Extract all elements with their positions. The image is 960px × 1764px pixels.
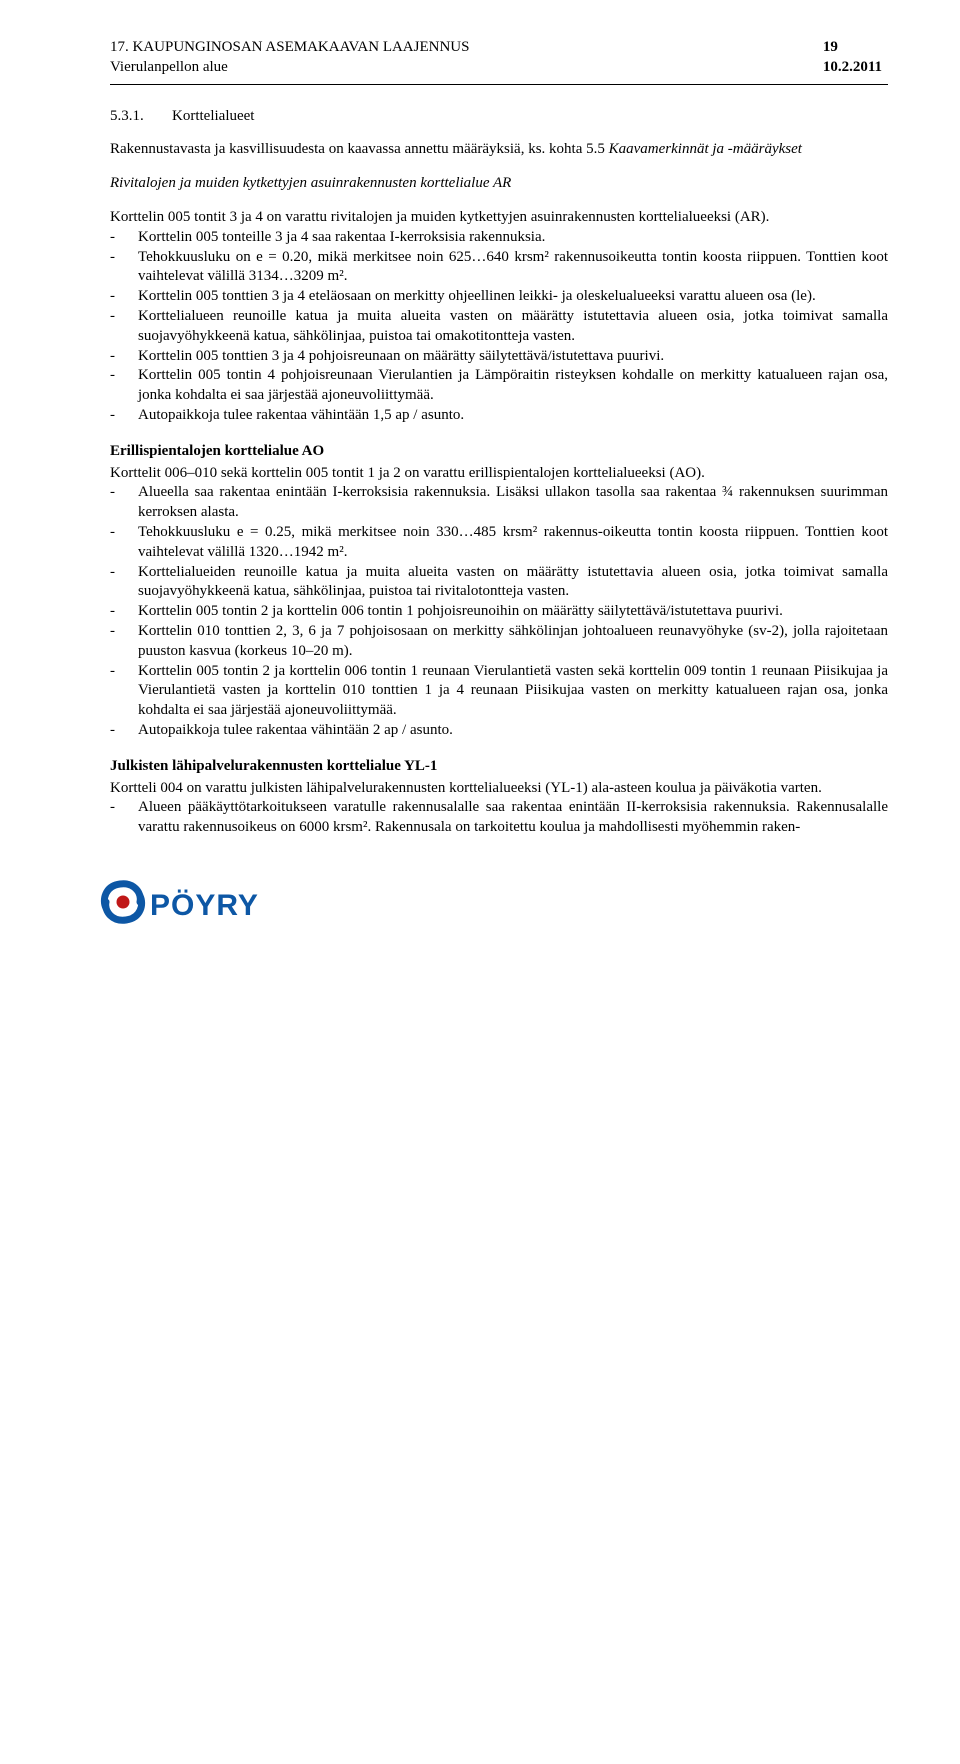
dash-icon: - [110,602,138,622]
dash-icon: - [110,798,138,838]
list-item: -Korttelin 005 tontin 4 pohjoisreunaan V… [110,366,888,406]
list-item: -Autopaikkoja tulee rakentaa vähintään 2… [110,721,888,741]
dash-icon: - [110,228,138,248]
list-item-text: Tehokkuusluku on e = 0.20, mikä merkitse… [138,248,888,288]
page-number: 19 [823,38,882,58]
header-subtitle: Vierulanpellon alue [110,58,469,78]
document-page: 17. KAUPUNGINOSAN ASEMAKAAVAN LAAJENNUS … [0,0,960,966]
ar-bullet-list: -Korttelin 005 tonteille 3 ja 4 saa rake… [110,228,888,426]
yl-bullet-list: -Alueen pääkäyttötarkoitukseen varatulle… [110,798,888,838]
ar-block: Korttelin 005 tontit 3 ja 4 on varattu r… [110,208,888,426]
dash-icon: - [110,307,138,347]
dash-icon: - [110,287,138,307]
list-item-text: Autopaikkoja tulee rakentaa vähintään 2 … [138,721,888,741]
dash-icon: - [110,248,138,288]
list-item-text: Autopaikkoja tulee rakentaa vähintään 1,… [138,406,888,426]
header-title: 17. KAUPUNGINOSAN ASEMAKAAVAN LAAJENNUS [110,38,469,58]
dash-icon: - [110,406,138,426]
list-item-text: Korttelin 005 tontin 2 ja korttelin 006 … [138,602,888,622]
list-item-text: Alueen pääkäyttötarkoitukseen varatulle … [138,798,888,838]
list-item-text: Korttelialueen reunoille katua ja muita … [138,307,888,347]
dash-icon: - [110,483,138,523]
poyry-logo: PÖYRY [100,878,888,926]
yl-intro: Kortteli 004 on varattu julkisten lähipa… [110,779,888,799]
list-item: -Alueella saa rakentaa enintään I-kerrok… [110,483,888,523]
list-item: -Tehokkuusluku e = 0.25, mikä merkitsee … [110,523,888,563]
list-item-text: Korttelin 005 tonteille 3 ja 4 saa raken… [138,228,888,248]
header-divider [110,84,888,85]
dash-icon: - [110,622,138,662]
list-item: -Korttelin 010 tonttien 2, 3, 6 ja 7 poh… [110,622,888,662]
list-item-text: Korttelin 005 tontin 2 ja korttelin 006 … [138,662,888,721]
section-heading: 5.3.1. Korttelialueet [110,107,888,127]
logo-text: PÖYRY [150,889,259,922]
dash-icon: - [110,563,138,603]
section-number: 5.3.1. [110,107,172,127]
list-item-text: Alueella saa rakentaa enintään I-kerroks… [138,483,888,523]
dash-icon: - [110,721,138,741]
ar-intro: Korttelin 005 tontit 3 ja 4 on varattu r… [110,208,888,228]
header-right: 19 10.2.2011 [823,38,888,78]
page-header: 17. KAUPUNGINOSAN ASEMAKAAVAN LAAJENNUS … [110,38,888,78]
list-item-text: Korttelin 010 tonttien 2, 3, 6 ja 7 pohj… [138,622,888,662]
intro-italic: Kaavamerkinnät ja -määräykset [609,141,802,157]
list-item: -Korttelin 005 tontin 2 ja korttelin 006… [110,602,888,622]
list-item: -Korttelin 005 tonteille 3 ja 4 saa rake… [110,228,888,248]
list-item: -Korttelin 005 tonttien 3 ja 4 eteläosaa… [110,287,888,307]
intro-paragraph: Rakennustavasta ja kasvillisuudesta on k… [110,140,888,160]
list-item-text: Tehokkuusluku e = 0.25, mikä merkitsee n… [138,523,888,563]
list-item: -Tehokkuusluku on e = 0.20, mikä merkits… [110,248,888,288]
ao-intro: Korttelit 006–010 sekä korttelin 005 ton… [110,464,888,484]
dash-icon: - [110,662,138,721]
list-item-text: Korttelin 005 tonttien 3 ja 4 eteläosaan… [138,287,888,307]
yl-block: Kortteli 004 on varattu julkisten lähipa… [110,779,888,838]
list-item: -Autopaikkoja tulee rakentaa vähintään 1… [110,406,888,426]
list-item: -Korttelialueiden reunoille katua ja mui… [110,563,888,603]
intro-text: Rakennustavasta ja kasvillisuudesta on k… [110,141,609,157]
header-date: 10.2.2011 [823,58,882,78]
list-item: -Alueen pääkäyttötarkoitukseen varatulle… [110,798,888,838]
ar-heading: Rivitalojen ja muiden kytkettyjen asuinr… [110,174,888,194]
dash-icon: - [110,523,138,563]
list-item-text: Korttelialueiden reunoille katua ja muit… [138,563,888,603]
list-item: -Korttelin 005 tontin 2 ja korttelin 006… [110,662,888,721]
section-title: Korttelialueet [172,107,254,127]
list-item-text: Korttelin 005 tonttien 3 ja 4 pohjoisreu… [138,347,888,367]
ao-bullet-list: -Alueella saa rakentaa enintään I-kerrok… [110,483,888,740]
poyry-logo-icon: PÖYRY [100,878,270,926]
header-left: 17. KAUPUNGINOSAN ASEMAKAAVAN LAAJENNUS … [110,38,469,78]
ao-block: Korttelit 006–010 sekä korttelin 005 ton… [110,464,888,741]
yl-heading: Julkisten lähipalvelurakennusten korttel… [110,757,888,777]
list-item: -Korttelin 005 tonttien 3 ja 4 pohjoisre… [110,347,888,367]
dash-icon: - [110,347,138,367]
dash-icon: - [110,366,138,406]
ao-heading: Erillispientalojen korttelialue AO [110,442,888,462]
list-item: -Korttelialueen reunoille katua ja muita… [110,307,888,347]
list-item-text: Korttelin 005 tontin 4 pohjoisreunaan Vi… [138,366,888,406]
